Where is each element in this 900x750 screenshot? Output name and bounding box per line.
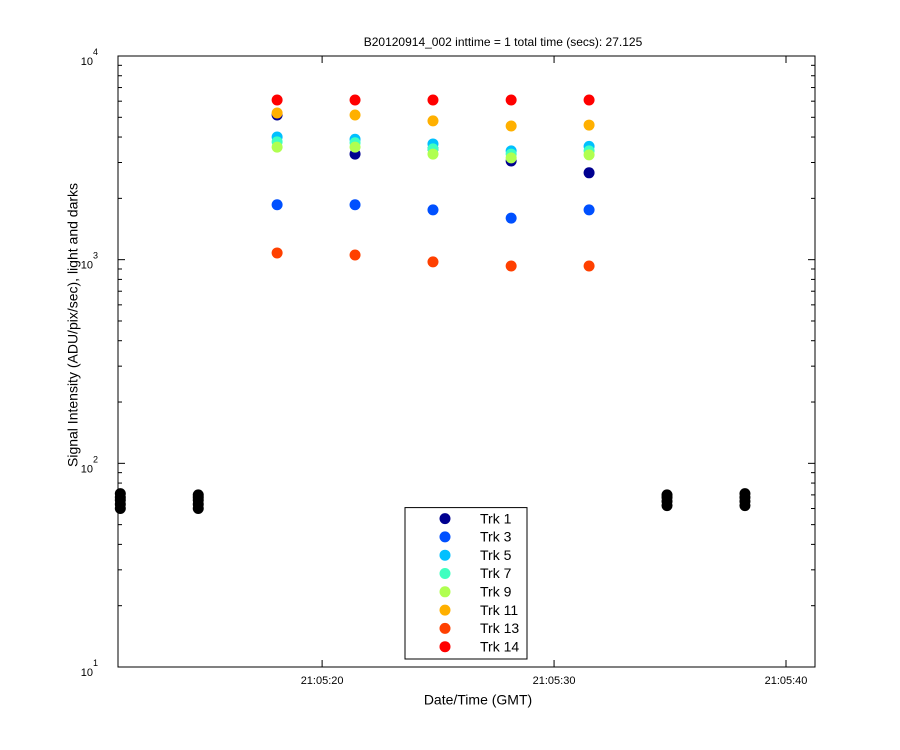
point — [427, 94, 439, 106]
y-tick-exponent: 4 — [93, 47, 98, 57]
y-tick-base: 10 — [81, 667, 93, 679]
dark-point — [739, 500, 751, 512]
point — [583, 204, 595, 216]
plot-frame — [117, 55, 816, 668]
y-tick-label: 104 — [81, 47, 98, 68]
dark-point — [114, 503, 126, 515]
point — [583, 167, 595, 179]
chart-title: B20120914_002 inttime = 1 total time (se… — [364, 35, 643, 49]
point — [505, 260, 517, 272]
point — [505, 120, 517, 132]
dark-point — [192, 503, 204, 515]
point — [271, 199, 283, 211]
point — [505, 94, 517, 106]
point — [427, 115, 439, 127]
x-tick-label: 21:05:40 — [765, 675, 808, 687]
x-tick-label: 21:05:20 — [301, 675, 344, 687]
point — [271, 247, 283, 259]
legend-marker — [439, 604, 451, 616]
y-tick-base: 10 — [81, 260, 93, 272]
legend-box — [404, 507, 528, 660]
point — [349, 141, 361, 153]
legend-label: Trk 13 — [480, 620, 519, 636]
marks — [114, 94, 751, 515]
y-tick-label: 102 — [81, 455, 98, 476]
legend-marker — [439, 641, 451, 653]
legend-marker — [439, 513, 451, 525]
legend-marker — [439, 622, 451, 634]
legend-label: Trk 5 — [480, 547, 512, 563]
y-tick-label: 103 — [81, 251, 98, 272]
point — [271, 107, 283, 119]
y-tick-base: 10 — [81, 56, 93, 68]
point — [583, 260, 595, 272]
legend-marker — [439, 549, 451, 561]
legend-label: Trk 3 — [480, 529, 512, 545]
y-tick-base: 10 — [81, 463, 93, 475]
point — [505, 152, 517, 164]
point — [271, 94, 283, 106]
x-axis-label: Date/Time (GMT) — [424, 692, 532, 708]
y-tick-exponent: 3 — [93, 251, 98, 261]
y-tick-label: 101 — [81, 658, 98, 679]
legend-label: Trk 1 — [480, 510, 512, 526]
point — [583, 119, 595, 131]
legend-marker — [439, 531, 451, 543]
y-tick-exponent: 1 — [93, 658, 98, 668]
point — [349, 199, 361, 211]
legend-marker — [439, 586, 451, 598]
x-tick-label: 21:05:30 — [533, 675, 576, 687]
point — [505, 212, 517, 224]
legend-marker — [439, 568, 451, 579]
y-tick-exponent: 2 — [93, 455, 98, 465]
y-axis-label: Signal Intensity (ADU/pix/sec), light an… — [65, 183, 81, 467]
point — [271, 141, 283, 153]
point — [427, 148, 439, 160]
point — [583, 149, 595, 161]
point — [427, 256, 439, 268]
point — [427, 204, 439, 216]
legend-label: Trk 11 — [480, 602, 518, 618]
point — [349, 249, 361, 261]
dark-point — [661, 500, 673, 512]
legend-label: Trk 14 — [480, 638, 519, 654]
point — [583, 94, 595, 106]
legend-label: Trk 7 — [480, 565, 512, 581]
legend-label: Trk 9 — [480, 584, 512, 600]
point — [349, 109, 361, 121]
point — [349, 94, 361, 106]
